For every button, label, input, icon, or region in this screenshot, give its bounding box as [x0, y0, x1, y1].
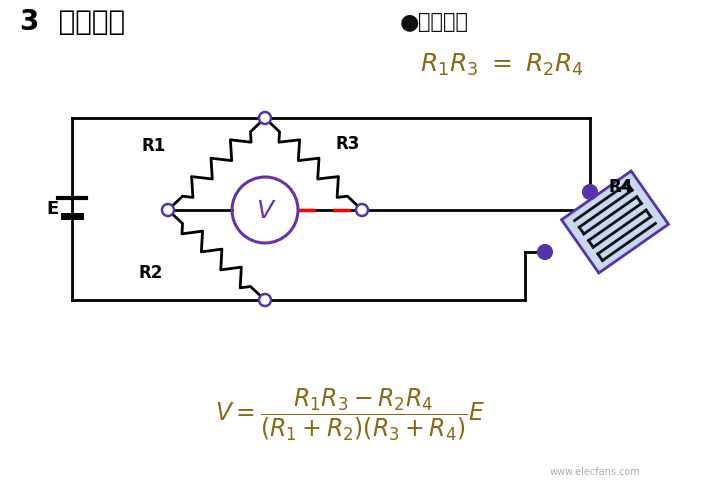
Text: ●: ● [400, 12, 420, 32]
Circle shape [538, 245, 552, 259]
Polygon shape [562, 171, 668, 273]
Circle shape [259, 112, 271, 124]
Text: 3  直流电桥: 3 直流电桥 [20, 8, 125, 36]
Circle shape [583, 185, 597, 199]
Text: V: V [257, 199, 273, 223]
Text: 平衡条件: 平衡条件 [418, 12, 468, 32]
Text: R4: R4 [608, 178, 632, 196]
Text: R2: R2 [138, 264, 163, 282]
Text: $V = \dfrac{R_1R_3 - R_2R_4}{(R_1+R_2)(R_3+R_4)}E$: $V = \dfrac{R_1R_3 - R_2R_4}{(R_1+R_2)(R… [215, 386, 485, 443]
Text: E: E [46, 200, 58, 218]
Circle shape [259, 294, 271, 306]
Text: www.elecfans.com: www.elecfans.com [549, 467, 640, 477]
Circle shape [162, 204, 174, 216]
Text: $R_1R_3\ =\ R_2R_4$: $R_1R_3\ =\ R_2R_4$ [420, 52, 584, 78]
Text: R1: R1 [142, 137, 166, 155]
Text: R3: R3 [335, 135, 360, 153]
Circle shape [356, 204, 368, 216]
